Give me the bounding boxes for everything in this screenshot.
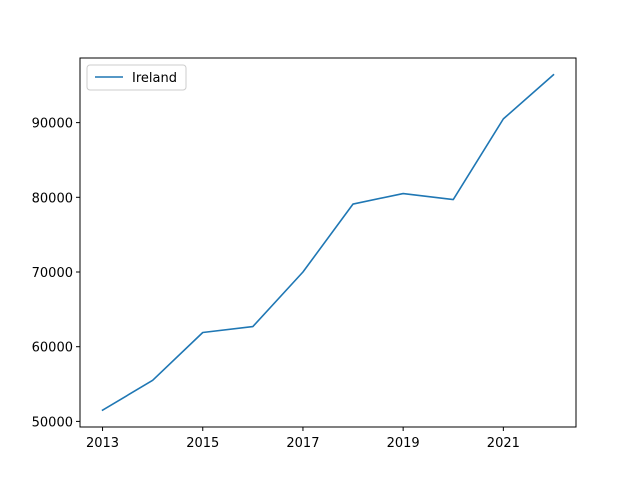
- y-axis-ticks: 50000 60000 70000 80000 90000: [32, 117, 80, 430]
- legend: Ireland: [86, 64, 187, 91]
- plot-area-frame: [79, 57, 577, 428]
- series-lines: [101, 73, 555, 412]
- y-tick-label: 90000: [32, 117, 73, 132]
- y-tick-label: 70000: [32, 266, 73, 281]
- x-axis-ticks: 2013 2015 2017 2019 2021: [86, 427, 520, 451]
- y-tick-label: 60000: [32, 341, 73, 356]
- x-tick-label: 2017: [286, 436, 319, 451]
- y-tick-label: 80000: [32, 191, 73, 206]
- x-tick-label: 2019: [387, 436, 420, 451]
- series-line-0: [101, 73, 555, 412]
- y-tick-label: 50000: [32, 415, 73, 430]
- legend-label: Ireland: [132, 71, 177, 86]
- legend-box: [86, 64, 187, 91]
- x-tick-label: 2013: [86, 436, 119, 451]
- x-tick-label: 2021: [487, 436, 520, 451]
- x-tick-label: 2015: [186, 436, 219, 451]
